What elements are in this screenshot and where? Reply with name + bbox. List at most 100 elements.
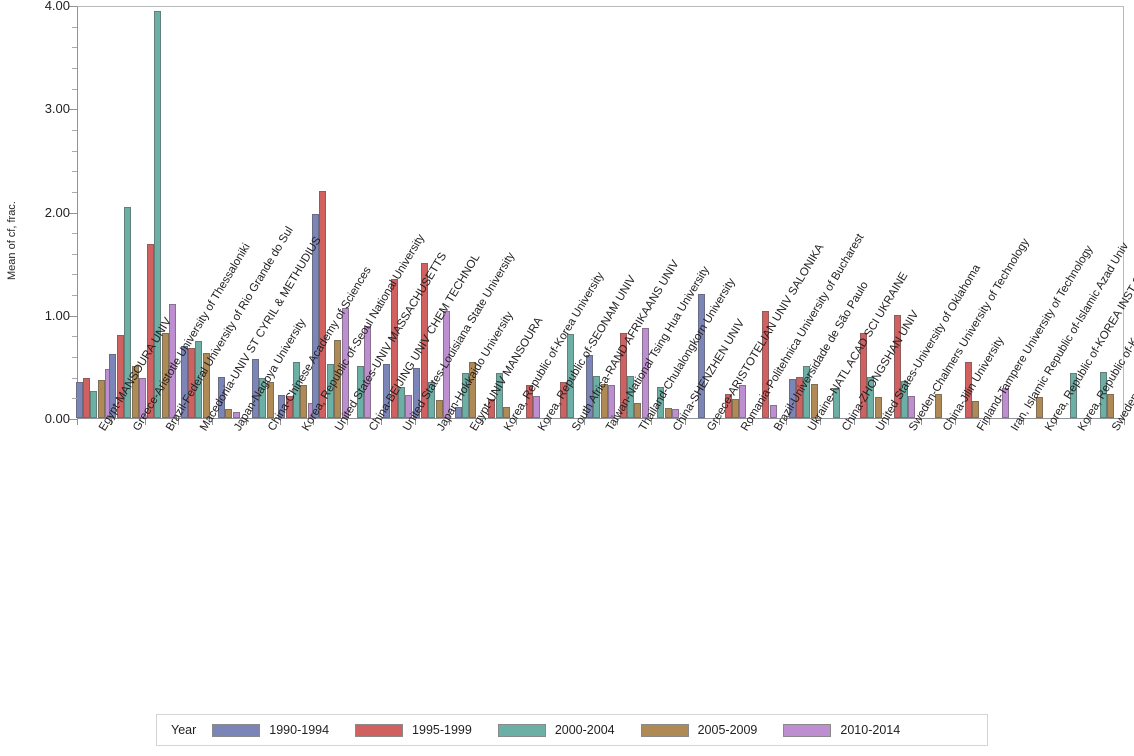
bar bbox=[769, 404, 777, 418]
legend-color-swatch bbox=[355, 723, 404, 737]
bar bbox=[259, 377, 267, 418]
bar bbox=[559, 381, 567, 418]
bar-group bbox=[720, 7, 754, 418]
y-axis-tick bbox=[69, 6, 77, 7]
x-axis-tick bbox=[313, 419, 315, 425]
x-axis-tick bbox=[1056, 419, 1058, 425]
bar-group bbox=[753, 7, 787, 418]
bar bbox=[420, 263, 428, 418]
bar bbox=[131, 366, 139, 418]
bar-group bbox=[787, 7, 821, 418]
legend-item[interactable]: 2010-2014 bbox=[783, 723, 900, 737]
bar bbox=[724, 394, 732, 418]
bar-group bbox=[278, 7, 315, 418]
bar bbox=[795, 376, 803, 418]
legend-label: 2010-2014 bbox=[840, 723, 901, 737]
legend-color-swatch bbox=[497, 723, 546, 737]
bar-group bbox=[109, 7, 146, 418]
bar bbox=[398, 387, 406, 418]
x-axis-tick bbox=[786, 419, 788, 425]
bar-group bbox=[551, 7, 585, 418]
legend-label: 1990-1994 bbox=[269, 723, 330, 737]
bar bbox=[1107, 394, 1115, 418]
bar bbox=[566, 334, 574, 418]
bar bbox=[739, 384, 747, 418]
bar-group bbox=[312, 7, 349, 418]
bar bbox=[442, 310, 450, 418]
legend-item[interactable]: 2000-2004 bbox=[497, 723, 615, 737]
legend-item[interactable]: 1995-1999 bbox=[355, 723, 472, 737]
bar-group bbox=[652, 7, 686, 418]
y-axis-tick-label: 2.00 bbox=[44, 204, 70, 220]
bar bbox=[619, 333, 627, 418]
bar bbox=[867, 376, 875, 418]
x-axis-tick bbox=[752, 419, 754, 425]
bar bbox=[161, 333, 169, 418]
bar bbox=[454, 406, 462, 418]
bar bbox=[533, 396, 541, 418]
x-axis-tick bbox=[1124, 419, 1125, 425]
bar bbox=[593, 375, 601, 418]
bar bbox=[627, 375, 635, 418]
x-axis-tick bbox=[988, 419, 990, 425]
bar bbox=[300, 384, 308, 418]
bar-group bbox=[1057, 7, 1091, 418]
bar bbox=[390, 278, 398, 418]
bar bbox=[600, 383, 608, 418]
bar bbox=[82, 377, 90, 418]
bars-container bbox=[75, 7, 1125, 418]
bar bbox=[461, 372, 469, 418]
x-axis-tick bbox=[380, 419, 382, 425]
x-axis-tick bbox=[651, 419, 653, 425]
x-axis-tick bbox=[516, 419, 518, 425]
x-axis-tick bbox=[583, 419, 585, 425]
bar bbox=[312, 213, 319, 418]
y-axis-minor-tick bbox=[72, 171, 77, 173]
y-axis-minor-tick bbox=[72, 150, 77, 152]
x-axis-tick bbox=[1022, 419, 1024, 425]
bar-group bbox=[922, 7, 956, 418]
y-axis-tick bbox=[69, 109, 77, 111]
legend-title: Year bbox=[171, 723, 197, 737]
bar bbox=[195, 340, 203, 418]
x-axis-tick bbox=[245, 419, 247, 425]
legend-label: 2005-2009 bbox=[697, 723, 758, 737]
bar bbox=[169, 304, 177, 418]
x-axis-tick bbox=[718, 419, 720, 425]
plot-area bbox=[75, 6, 1125, 419]
x-axis-tick bbox=[77, 419, 78, 425]
x-axis-tick bbox=[684, 419, 686, 425]
bar-group bbox=[686, 7, 720, 418]
y-axis-tick-label: 3.00 bbox=[44, 101, 70, 117]
y-axis-tick-label: 4.00 bbox=[44, 0, 70, 13]
x-axis-tick bbox=[110, 419, 112, 425]
y-axis-tick bbox=[69, 212, 77, 214]
bar-group bbox=[75, 7, 113, 418]
legend-item[interactable]: 1990-1994 bbox=[212, 723, 329, 737]
bar-group bbox=[855, 7, 889, 418]
x-axis-tick bbox=[1090, 419, 1092, 425]
bar-group bbox=[382, 7, 416, 418]
bar bbox=[788, 378, 796, 418]
x-axis-tick bbox=[617, 419, 619, 425]
bar bbox=[495, 372, 503, 418]
x-axis-tick bbox=[549, 419, 551, 425]
y-axis-minor-tick bbox=[72, 295, 77, 297]
y-axis-tick-label: 0.00 bbox=[44, 411, 70, 426]
x-axis-tick bbox=[820, 419, 822, 425]
bar bbox=[634, 402, 642, 418]
x-axis-tick bbox=[887, 419, 889, 425]
legend-item[interactable]: 2005-2009 bbox=[640, 723, 758, 737]
x-axis-tick bbox=[448, 419, 450, 425]
bar bbox=[698, 294, 706, 418]
bar-group bbox=[348, 7, 382, 418]
bar bbox=[293, 362, 301, 418]
bar-group bbox=[413, 7, 450, 418]
bar-group bbox=[1091, 7, 1125, 418]
legend-items: 1990-1994 1995-1999 2000-2004 2005-2009 2010… bbox=[212, 723, 926, 737]
bar bbox=[833, 389, 841, 418]
bar bbox=[428, 381, 436, 418]
bar-group bbox=[1024, 7, 1058, 418]
bar bbox=[585, 355, 593, 418]
